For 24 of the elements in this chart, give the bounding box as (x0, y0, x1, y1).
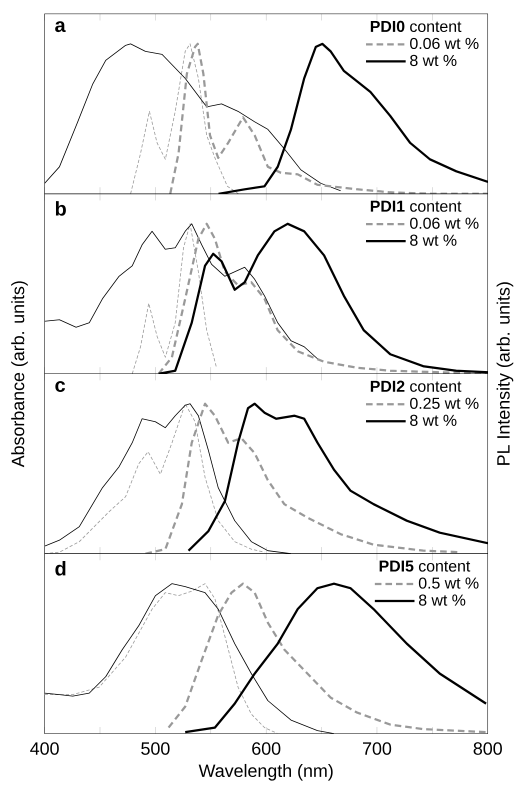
legend-label: 0.25 wt % (410, 398, 478, 409)
y-axis-title: Absorbance (arb. units) (10, 281, 28, 468)
legend-title: PDI1 content (370, 200, 462, 212)
legend-label: 8 wt % (410, 414, 456, 426)
text: d (55, 561, 66, 576)
x-axis-title: Wavelength (nm) (198, 764, 332, 781)
x-tick-label: 800 (473, 742, 502, 755)
y2-axis-title: PL Intensity (arb. units) (496, 282, 514, 465)
x-tick-label: 400 (30, 742, 59, 755)
legend-label: 0.06 wt % (410, 218, 478, 229)
legend-title: PDI0 content (370, 20, 462, 32)
legend-title: PDI5 content (379, 560, 470, 572)
legend-title: PDI2 content (370, 380, 462, 392)
text: c (55, 381, 65, 392)
legend-label: 8 wt % (410, 54, 456, 66)
legend-label: 0.5 wt % (418, 577, 478, 589)
legend-label: 8 wt % (418, 594, 466, 606)
legend-label: 0.06 wt % (410, 38, 478, 50)
x-tick-label: 500 (141, 742, 170, 755)
text: a (54, 21, 66, 32)
legend-label: 8 wt % (410, 234, 456, 246)
x-tick-label: 700 (362, 742, 391, 755)
x-tick-label: 600 (252, 742, 280, 755)
text: b (56, 201, 66, 216)
